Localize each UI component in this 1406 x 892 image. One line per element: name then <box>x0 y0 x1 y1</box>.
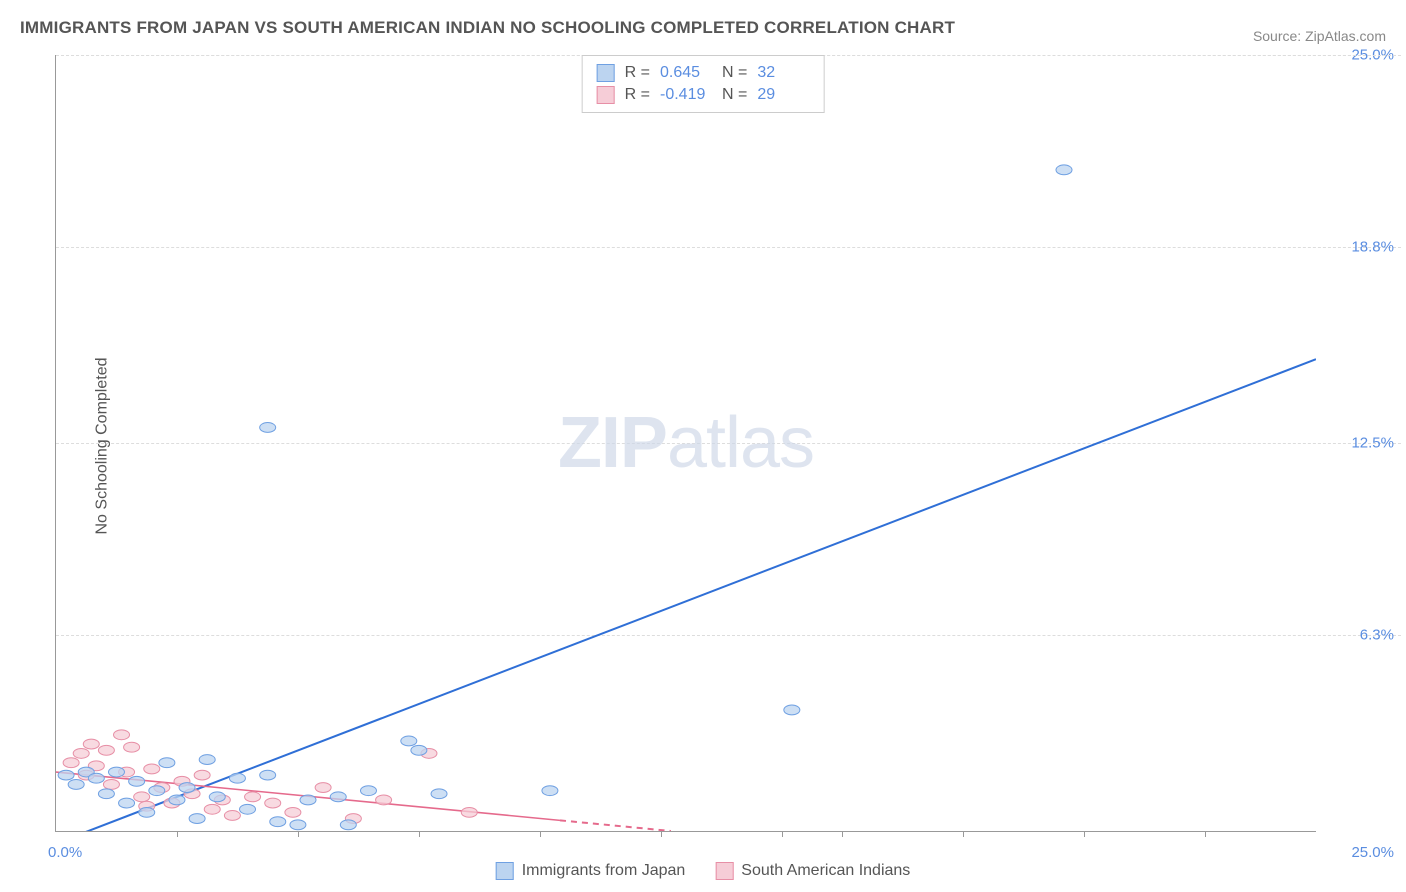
data-point-sai <box>224 811 240 821</box>
data-point-japan <box>240 804 256 814</box>
data-point-japan <box>149 786 165 796</box>
r-label: R = <box>625 86 650 104</box>
data-point-sai <box>245 792 261 802</box>
r-value: -0.419 <box>660 86 712 104</box>
n-label: N = <box>722 64 747 82</box>
data-point-sai <box>204 804 220 814</box>
data-point-sai <box>98 745 114 755</box>
data-point-japan <box>169 795 185 805</box>
data-point-japan <box>270 817 286 827</box>
n-value: 29 <box>757 86 809 104</box>
data-point-japan <box>260 423 276 433</box>
data-point-japan <box>98 789 114 799</box>
data-point-sai <box>461 807 477 817</box>
x-tick-label: 25.0% <box>1351 844 1394 861</box>
x-tick <box>1084 831 1085 837</box>
series-legend-label: South American Indians <box>741 862 910 880</box>
data-point-japan <box>88 773 104 783</box>
x-tick <box>661 831 662 837</box>
x-tick <box>782 831 783 837</box>
trend-line-dashed-sai <box>560 820 671 831</box>
data-point-sai <box>73 748 89 758</box>
data-point-japan <box>58 770 74 780</box>
x-tick <box>963 831 964 837</box>
data-point-japan <box>179 783 195 793</box>
data-point-sai <box>83 739 99 749</box>
data-point-japan <box>290 820 306 830</box>
data-point-sai <box>103 780 119 790</box>
data-point-japan <box>199 755 215 765</box>
legend-swatch <box>496 862 514 880</box>
x-tick <box>842 831 843 837</box>
data-point-japan <box>411 745 427 755</box>
data-point-japan <box>401 736 417 746</box>
y-tick-label: 18.8% <box>1351 239 1394 256</box>
legend-swatch <box>715 862 733 880</box>
x-tick <box>177 831 178 837</box>
source-prefix: Source: <box>1253 28 1305 44</box>
data-point-japan <box>260 770 276 780</box>
y-tick-label: 6.3% <box>1360 627 1394 644</box>
n-value: 32 <box>757 64 809 82</box>
x-tick <box>298 831 299 837</box>
correlation-legend-row: R = -0.419 N = 29 <box>597 84 810 106</box>
data-point-japan <box>1056 165 1072 175</box>
correlation-legend: R = 0.645 N = 32 R = -0.419 N = 29 <box>582 55 825 113</box>
x-tick <box>540 831 541 837</box>
data-point-japan <box>209 792 225 802</box>
legend-swatch <box>597 86 615 104</box>
r-value: 0.645 <box>660 64 712 82</box>
data-point-japan <box>139 807 155 817</box>
n-label: N = <box>722 86 747 104</box>
x-tick-label: 0.0% <box>48 844 82 861</box>
data-point-japan <box>300 795 316 805</box>
data-point-sai <box>144 764 160 774</box>
data-point-japan <box>229 773 245 783</box>
data-point-sai <box>376 795 392 805</box>
data-point-japan <box>340 820 356 830</box>
data-point-japan <box>330 792 346 802</box>
series-legend-item: Immigrants from Japan <box>496 862 686 880</box>
r-label: R = <box>625 64 650 82</box>
x-tick <box>1205 831 1206 837</box>
correlation-legend-row: R = 0.645 N = 32 <box>597 62 810 84</box>
data-point-japan <box>189 814 205 824</box>
data-point-japan <box>431 789 447 799</box>
data-point-sai <box>114 730 130 740</box>
data-point-japan <box>129 776 145 786</box>
data-point-sai <box>124 742 140 752</box>
chart-title: IMMIGRANTS FROM JAPAN VS SOUTH AMERICAN … <box>20 18 955 38</box>
data-point-sai <box>265 798 281 808</box>
data-point-japan <box>159 758 175 768</box>
data-point-japan <box>108 767 124 777</box>
data-point-sai <box>285 807 301 817</box>
data-point-sai <box>134 792 150 802</box>
series-legend: Immigrants from Japan South American Indi… <box>496 862 911 880</box>
x-tick <box>419 831 420 837</box>
data-point-sai <box>63 758 79 768</box>
source-name: ZipAtlas.com <box>1305 28 1386 44</box>
y-tick-label: 12.5% <box>1351 435 1394 452</box>
plot-area: ZIPatlas 6.3%12.5%18.8%25.0%0.0%25.0% <box>55 55 1316 832</box>
series-legend-label: Immigrants from Japan <box>522 862 686 880</box>
plot-svg <box>56 55 1316 831</box>
data-point-sai <box>194 770 210 780</box>
data-point-sai <box>315 783 331 793</box>
source-attribution: Source: ZipAtlas.com <box>1253 28 1386 44</box>
trend-line-japan <box>56 359 1316 831</box>
data-point-japan <box>784 705 800 715</box>
legend-swatch <box>597 64 615 82</box>
data-point-japan <box>68 780 84 790</box>
series-legend-item: South American Indians <box>715 862 910 880</box>
data-point-japan <box>360 786 376 796</box>
data-point-japan <box>542 786 558 796</box>
data-point-japan <box>119 798 135 808</box>
